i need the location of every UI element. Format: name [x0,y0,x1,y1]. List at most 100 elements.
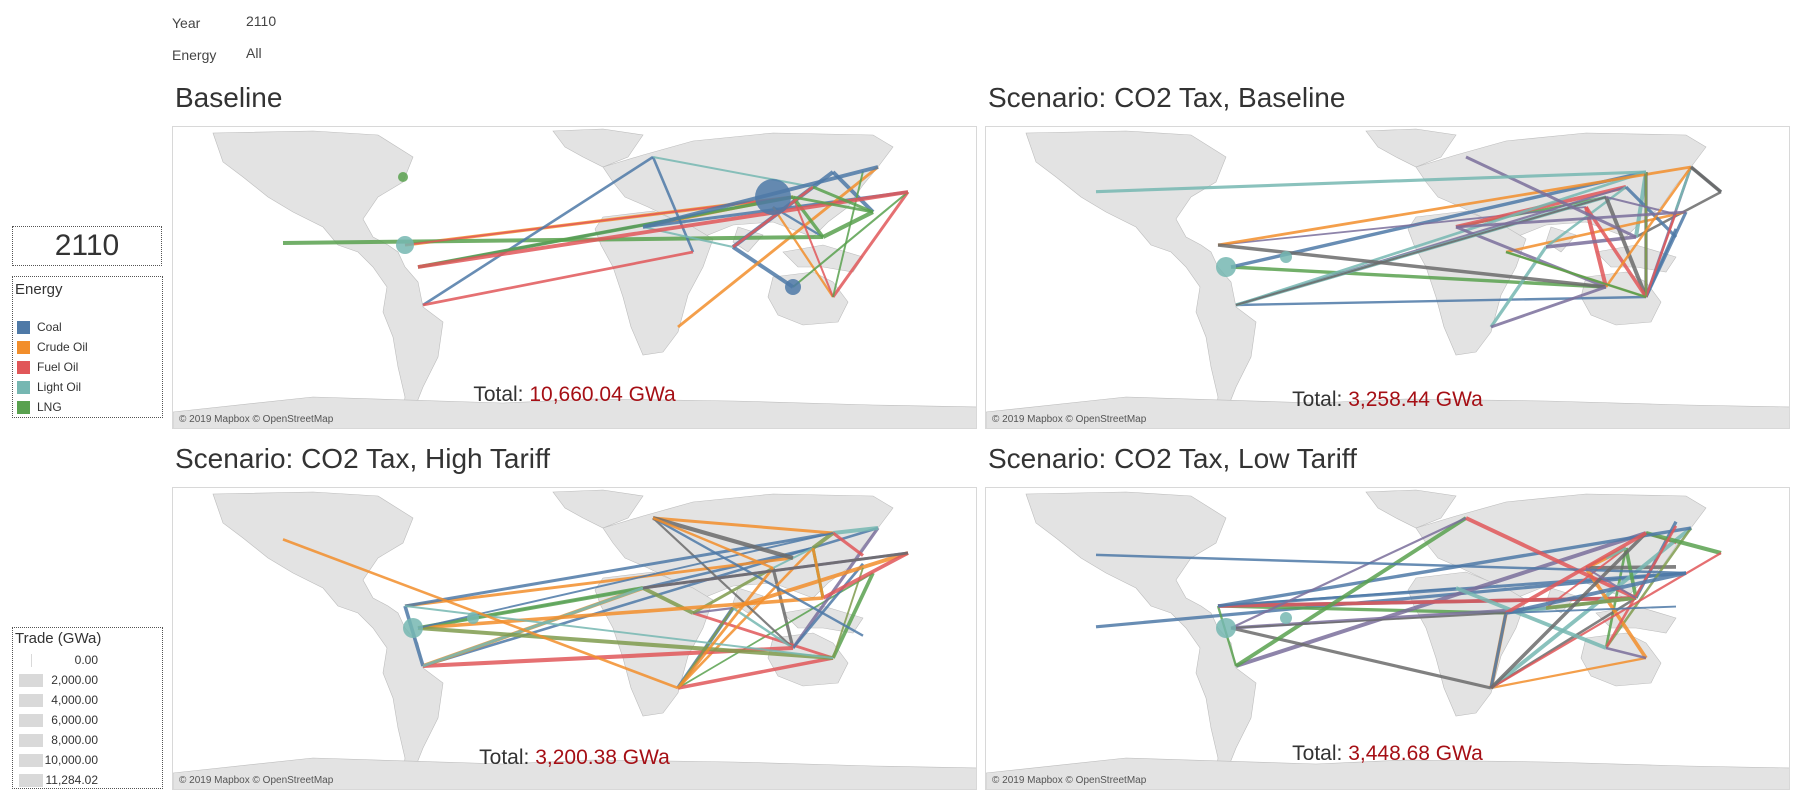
trade-flow-map[interactable] [986,127,1790,429]
map-co2-baseline[interactable]: Total: 3,258.44 GWa © 2019 Mapbox © Open… [985,126,1790,429]
trade-flow-line[interactable] [404,556,794,608]
trade-flow-line[interactable] [1230,170,1647,269]
trade-flow-line[interactable] [417,596,824,630]
trade-flow-line[interactable] [642,551,909,590]
legend-item-light-oil[interactable]: Light Oil [17,379,81,395]
trade-flow-line[interactable] [832,525,879,536]
legend-item-crude-oil[interactable]: Crude Oil [17,339,88,355]
trade-flow-line[interactable] [1235,196,1607,306]
trade-flow-line[interactable] [812,185,874,214]
trade-flow-line[interactable] [822,551,909,600]
trade-flow-line[interactable] [791,527,880,649]
trade-flow-line[interactable] [1674,166,1693,211]
trade-flow-line[interactable] [1604,196,1648,298]
trade-flow-line[interactable] [422,155,654,307]
trade-hub-node[interactable] [755,179,791,215]
trade-flow-line[interactable] [692,611,834,660]
map-attribution[interactable]: © 2019 Mapbox © OpenStreetMap [179,775,334,786]
trade-flow-line[interactable] [676,567,775,689]
trade-flow-line[interactable] [1624,185,1678,239]
trade-flow-line[interactable] [1644,211,1688,298]
map-attribution[interactable]: © 2019 Mapbox © OpenStreetMap [992,414,1147,425]
trade-flow-line[interactable] [1217,165,1692,247]
trade-flow-line[interactable] [677,165,879,329]
trade-flow-line[interactable] [1604,525,1678,649]
trade-flow-line[interactable] [652,515,794,561]
trade-flow-line[interactable] [731,245,795,289]
trade-flow-line[interactable] [422,250,694,307]
trade-flow-line[interactable] [1465,516,1637,600]
trade-flow-line[interactable] [791,562,865,649]
legend-item-lng[interactable]: LNG [17,399,62,415]
trade-flow-line[interactable] [1217,206,1587,246]
trade-flow-line[interactable] [1644,212,1678,298]
trade-flow-line[interactable] [652,156,814,188]
trade-flow-line[interactable] [1505,251,1647,298]
trade-flow-line[interactable] [1217,604,1507,615]
trade-flow-map[interactable] [986,488,1790,790]
trade-flow-line[interactable] [652,516,774,570]
trade-flow-line[interactable] [1230,626,1492,690]
trade-flow-line[interactable] [811,531,835,550]
trade-hub-node[interactable] [396,236,414,254]
trade-flow-line[interactable] [791,195,825,239]
trade-flow-line[interactable] [1605,196,1677,216]
trade-flow-line[interactable] [771,567,795,649]
trade-flow-line[interactable] [1234,516,1468,668]
trade-flow-line[interactable] [1455,586,1607,650]
trade-flow-line[interactable] [652,517,794,649]
trade-flow-map[interactable] [173,488,977,790]
map-attribution[interactable]: © 2019 Mapbox © OpenStreetMap [179,414,334,425]
trade-flow-line[interactable] [1604,527,1693,649]
legend-item-fuel-oil[interactable]: Fuel Oil [17,359,78,375]
trade-flow-line[interactable] [1465,155,1637,239]
trade-flow-line[interactable] [1505,571,1687,615]
trade-flow-line[interactable] [417,586,644,630]
trade-flow-line[interactable] [1545,185,1627,249]
trade-hub-node[interactable] [1216,257,1236,277]
trade-hub-node[interactable] [398,172,408,182]
trade-flow-line[interactable] [822,210,874,239]
trade-flow-line[interactable] [1095,571,1687,629]
trade-flow-line[interactable] [1235,170,1647,307]
trade-flow-line[interactable] [832,567,864,659]
trade-flow-line[interactable] [677,656,834,690]
trade-flow-line[interactable] [1230,265,1607,289]
trade-hub-node[interactable] [785,279,801,295]
trade-flow-line[interactable] [417,626,834,660]
trade-flow-line[interactable] [1584,206,1608,288]
trade-flow-line[interactable] [1455,210,1687,229]
map-baseline[interactable]: Total: 10,660.04 GWa © 2019 Mapbox © Ope… [172,126,977,429]
trade-hub-node[interactable] [467,612,479,624]
trade-flow-line[interactable] [811,547,825,599]
trade-hub-node[interactable] [403,618,423,638]
trade-flow-line[interactable] [652,516,834,535]
map-attribution[interactable]: © 2019 Mapbox © OpenStreetMap [992,775,1147,786]
trade-flow-line[interactable] [1584,206,1648,298]
trade-hub-node[interactable] [1280,612,1292,624]
trade-flow-line[interactable] [417,195,794,269]
trade-flow-line[interactable] [732,607,794,649]
trade-flow-line[interactable] [1585,567,1637,599]
trade-flow-line[interactable] [1633,171,1649,238]
trade-flow-line[interactable] [1217,243,1607,289]
trade-flow-line[interactable] [1545,596,1637,610]
trade-flow-line[interactable] [1489,246,1548,328]
trade-flow-line[interactable] [1230,517,1467,629]
trade-flow-line[interactable] [1095,170,1647,194]
trade-flow-line[interactable] [832,531,864,557]
map-co2-low-tariff[interactable]: Total: 3,448.68 GWa © 2019 Mapbox © Open… [985,487,1790,790]
trade-flow-line[interactable] [282,235,824,245]
trade-flow-line[interactable] [792,196,834,298]
trade-flow-line[interactable] [1489,526,1693,690]
trade-flow-line[interactable] [831,572,875,659]
trade-flow-line[interactable] [772,206,834,298]
trade-flow-line[interactable] [404,531,834,608]
trade-hub-node[interactable] [1216,618,1236,638]
trade-hub-node[interactable] [1280,251,1292,263]
trade-flow-line[interactable] [1217,587,1457,607]
trade-flow-line[interactable] [1645,531,1722,555]
trade-flow-line[interactable] [1489,612,1508,689]
trade-flow-line[interactable] [282,538,679,690]
trade-flow-line[interactable] [1689,165,1723,194]
